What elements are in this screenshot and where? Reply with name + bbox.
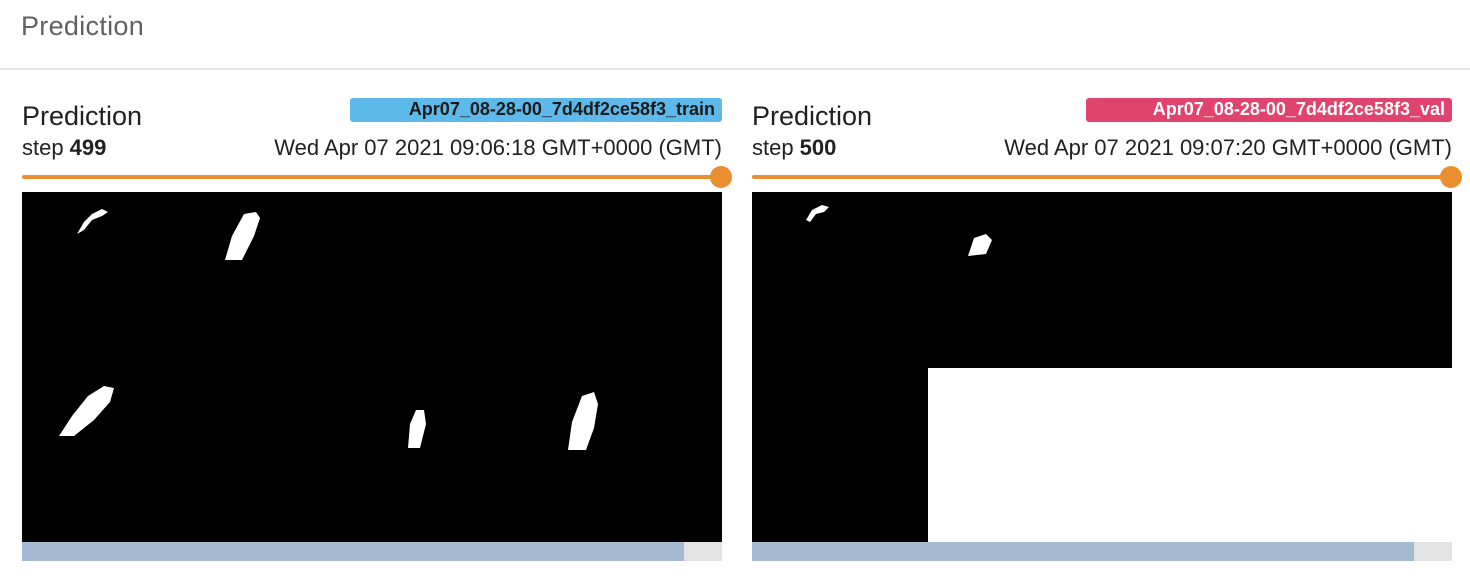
step-indicator: step 500: [752, 135, 836, 161]
scrollbar-thumb[interactable]: [22, 542, 684, 561]
section-header: Prediction: [0, 0, 1470, 70]
horizontal-scrollbar[interactable]: [752, 542, 1452, 561]
prediction-image: [752, 192, 1452, 542]
step-slider-thumb[interactable]: [1440, 166, 1462, 188]
step-slider-track[interactable]: [22, 175, 714, 179]
scrollbar-thumb[interactable]: [752, 542, 1414, 561]
prediction-mask: [752, 192, 1452, 542]
card-title: Prediction: [22, 101, 143, 131]
image-card-train: Prediction Apr07_08-28-00_7d4df2ce58f3_t…: [22, 95, 732, 565]
horizontal-scrollbar[interactable]: [22, 542, 722, 561]
run-badge: Apr07_08-28-00_7d4df2ce58f3_val: [1086, 98, 1452, 122]
prediction-image: [22, 192, 722, 542]
step-indicator: step 499: [22, 135, 106, 161]
timestamp: Wed Apr 07 2021 09:06:18 GMT+0000 (GMT): [274, 135, 722, 160]
image-card-val: Prediction Apr07_08-28-00_7d4df2ce58f3_v…: [752, 95, 1462, 565]
run-badge: Apr07_08-28-00_7d4df2ce58f3_train: [350, 98, 722, 122]
step-value: 500: [799, 135, 837, 160]
step-slider-thumb[interactable]: [710, 166, 732, 188]
step-label: step: [752, 135, 794, 160]
timestamp: Wed Apr 07 2021 09:07:20 GMT+0000 (GMT): [1004, 135, 1452, 160]
step-slider-track[interactable]: [752, 175, 1444, 179]
section-title: Prediction: [21, 11, 145, 41]
step-value: 499: [69, 135, 107, 160]
step-label: step: [22, 135, 64, 160]
prediction-mask: [22, 192, 722, 542]
card-title: Prediction: [752, 101, 873, 131]
